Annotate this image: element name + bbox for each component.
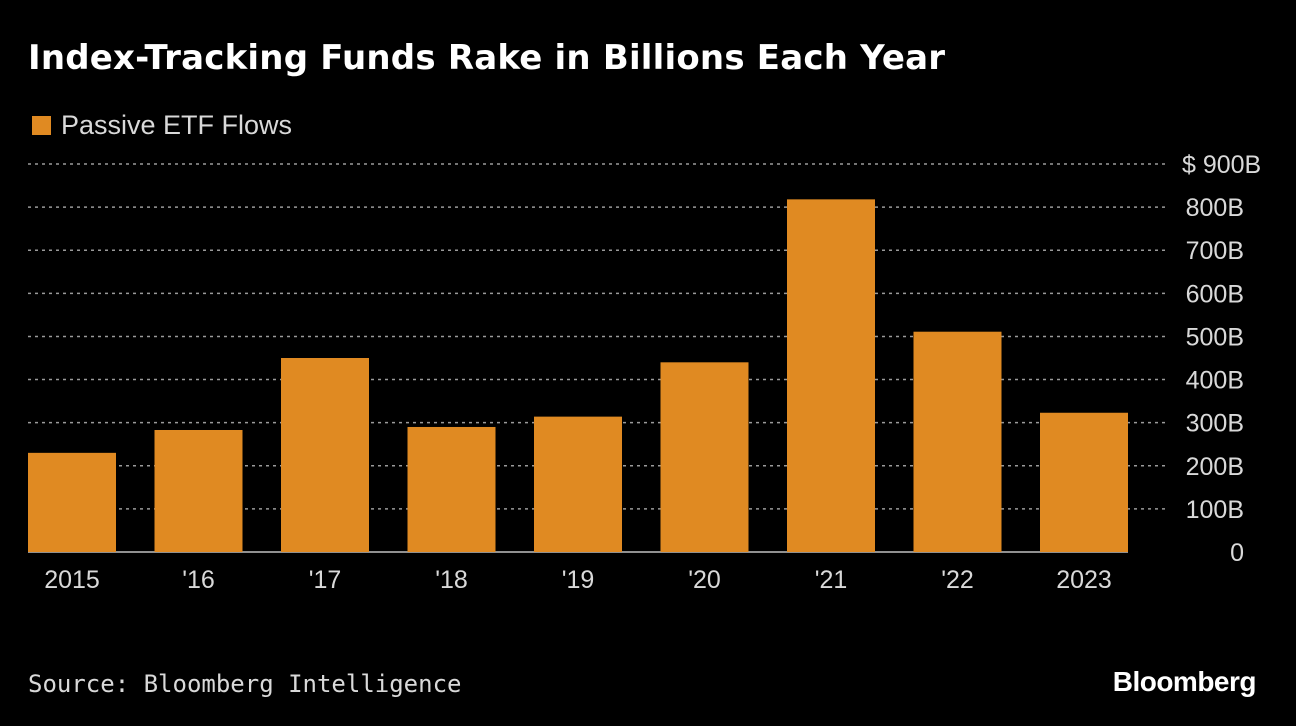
source-note: Source: Bloomberg Intelligence [28,670,462,698]
x-tick-label: '17 [309,566,342,594]
y-tick-label: 0 [1230,539,1244,567]
y-tick-label: 500B [1186,323,1244,351]
bar [28,452,116,552]
x-tick-label: '16 [182,566,215,594]
chart-title: Index-Tracking Funds Rake in Billions Ea… [28,38,946,78]
y-axis-ticks: 0 100B 200B 300B 400B 500B 600B 700B 800B $ 900B [1182,151,1261,567]
x-tick-label: '22 [941,566,974,594]
y-tick-label: 100B [1186,496,1244,524]
legend-swatch [32,116,51,135]
x-axis-ticks: 2015 '16 '17 '18 '19 '20 '21 '22 2023 [44,566,1112,594]
bar [913,331,1002,552]
y-tick-label: 600B [1186,280,1244,308]
bar [534,416,622,552]
x-tick-label: '21 [815,566,848,594]
y-tick-label: 400B [1186,367,1244,395]
x-tick-label: 2023 [1056,566,1112,594]
y-tick-label: $ 900B [1182,151,1261,179]
y-tick-label: 700B [1186,237,1244,265]
y-tick-label: 800B [1186,194,1244,222]
bar [660,362,749,552]
x-tick-label: '19 [562,566,595,594]
x-tick-label: '20 [688,566,721,594]
bar [1040,412,1128,552]
legend: Passive ETF Flows [32,110,292,141]
bar [154,429,243,552]
x-tick-label: 2015 [44,566,100,594]
bars [28,199,1128,552]
legend-label: Passive ETF Flows [61,110,293,140]
bloomberg-logo: Bloomberg [1112,666,1257,697]
y-tick-label: 200B [1186,453,1244,481]
bar [281,358,369,552]
bar [407,426,496,552]
y-tick-label: 300B [1186,410,1244,438]
x-tick-label: '18 [435,566,468,594]
bar [787,199,875,552]
